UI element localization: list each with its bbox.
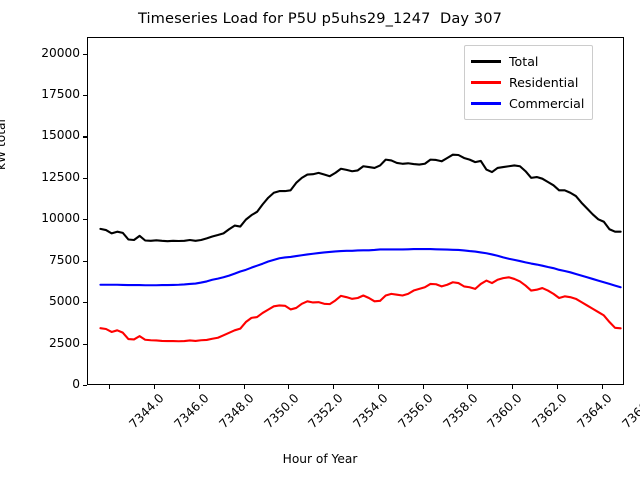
x-tick-label: 7346.0 <box>171 391 212 432</box>
x-tick-label: 7352.0 <box>305 391 346 432</box>
legend-item-residential: Residential <box>471 72 584 93</box>
x-tick-label: 7356.0 <box>395 391 436 432</box>
legend-label: Residential <box>509 75 579 90</box>
y-tick-label: 12500 <box>41 169 80 184</box>
y-tick-mark <box>83 53 87 55</box>
y-tick-mark <box>83 177 87 179</box>
x-tick-mark <box>601 385 603 389</box>
x-tick-mark <box>109 385 111 389</box>
x-tick-mark <box>377 385 379 389</box>
y-tick-label: 0 <box>72 377 80 391</box>
legend-label: Commercial <box>509 96 585 111</box>
x-tick-label: 7348.0 <box>216 391 257 432</box>
x-tick-mark <box>154 385 156 389</box>
x-tick-label: 7366.0 <box>619 391 640 432</box>
x-tick-mark <box>512 385 514 389</box>
x-tick-mark <box>556 385 558 389</box>
x-tick-label: 7364.0 <box>574 391 615 432</box>
y-tick-mark <box>83 95 87 97</box>
legend-item-commercial: Commercial <box>471 93 584 114</box>
x-tick-label: 7344.0 <box>126 391 167 432</box>
y-tick-label: 2500 <box>48 335 80 350</box>
y-tick-mark <box>83 219 87 221</box>
x-tick-label: 7358.0 <box>440 391 481 432</box>
y-tick-label: 20000 <box>41 45 80 60</box>
x-tick-label: 7350.0 <box>261 391 302 432</box>
x-tick-mark <box>198 385 200 389</box>
chart-title: Timeseries Load for P5U p5uhs29_1247 Day… <box>137 10 503 27</box>
y-tick-label: 17500 <box>41 87 80 101</box>
legend-swatch-commercial <box>471 102 501 105</box>
x-tick-label: 7362.0 <box>529 391 570 432</box>
x-tick-label: 7354.0 <box>350 391 391 432</box>
x-tick-mark <box>467 385 469 389</box>
x-tick-mark <box>422 385 424 389</box>
legend-swatch-total <box>471 60 501 63</box>
y-tick-label: 10000 <box>41 211 80 226</box>
y-tick-mark <box>83 385 87 387</box>
y-tick-label: 7500 <box>48 252 80 267</box>
chart-legend: Total Residential Commercial <box>464 45 594 120</box>
x-axis-label: Hour of Year <box>282 452 358 466</box>
y-tick-mark <box>83 136 87 138</box>
y-tick-mark <box>83 302 87 304</box>
y-tick-label: 15000 <box>41 128 80 143</box>
legend-swatch-residential <box>471 81 501 84</box>
y-tick-mark <box>83 343 87 345</box>
x-tick-mark <box>333 385 335 389</box>
x-tick-mark <box>288 385 290 389</box>
x-tick-label: 7360.0 <box>484 391 525 432</box>
y-tick-mark <box>83 260 87 262</box>
y-axis-label: kW total <box>0 119 8 170</box>
legend-item-total: Total <box>471 51 584 72</box>
legend-label: Total <box>509 54 539 69</box>
x-tick-mark <box>243 385 245 389</box>
y-tick-label: 5000 <box>48 294 80 309</box>
